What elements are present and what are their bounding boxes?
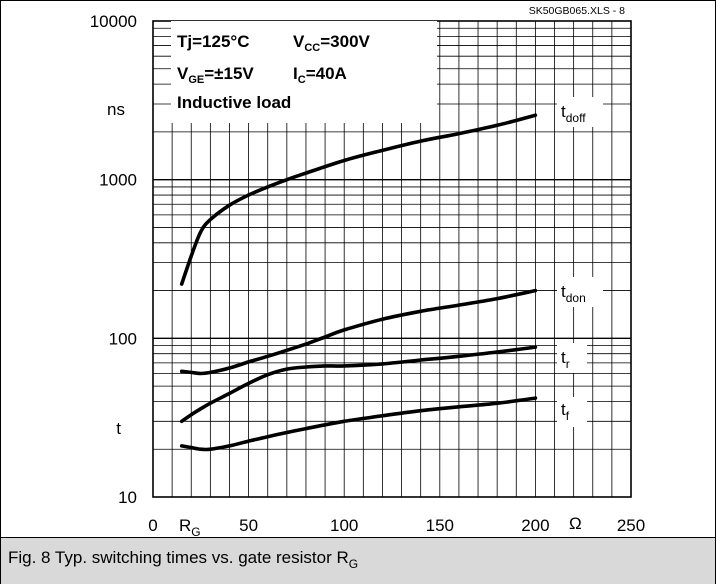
- condition-vcc: VCC=300V: [293, 32, 371, 54]
- series-line-f: [179, 396, 538, 452]
- series-line-doff: [179, 113, 538, 286]
- x-tick-label: 50: [239, 516, 258, 535]
- label-doff-bg: [557, 97, 603, 127]
- y-axis-symbol: t: [116, 419, 121, 438]
- series-line-r: [179, 345, 538, 424]
- label-don: tdon: [561, 282, 586, 305]
- x-tick-label: 200: [521, 516, 549, 535]
- condition-tj: Tj=125°C: [177, 32, 249, 51]
- label-doff: tdoff: [561, 102, 586, 125]
- file-label: SK50GB065.XLS - 8: [529, 5, 625, 17]
- label-f: tf: [561, 400, 570, 423]
- condition-ic: IC=40A: [293, 64, 347, 86]
- y-tick-label: 10: [118, 488, 137, 507]
- x-tick-label: 150: [426, 516, 454, 535]
- caption-text: Fig. 8 Typ. switching times vs. gate res…: [8, 548, 359, 571]
- figure-caption: Fig. 8 Typ. switching times vs. gate res…: [1, 537, 715, 584]
- condition-vge: VGE=±15V: [177, 64, 254, 86]
- x-axis-unit: Ω: [569, 514, 582, 533]
- y-tick-label: 10000: [90, 12, 137, 31]
- conditions-box: Tj=125°C VCC=300V VGE=±15V IC=40A Induct…: [171, 21, 437, 123]
- x-axis-symbol: RG: [179, 516, 201, 537]
- x-tick-label: 100: [330, 516, 358, 535]
- y-axis-unit: ns: [107, 100, 125, 119]
- series-layer: [179, 113, 538, 452]
- y-tick-label: 100: [109, 329, 137, 348]
- conditions-box-bg: [171, 21, 437, 123]
- label-r: tr: [561, 348, 570, 371]
- condition-load: Inductive load: [177, 93, 291, 112]
- x-tick-label: 0: [148, 516, 157, 535]
- label-f-bg: [557, 397, 587, 427]
- x-tick-label: 250: [617, 516, 645, 535]
- series-labels: tdoff tdon tr tf: [557, 97, 603, 427]
- axes: 0 50 100 150 200 250 10000 1000 100 10: [90, 12, 645, 535]
- label-don-bg: [557, 277, 603, 307]
- series-line-don: [179, 288, 538, 376]
- y-tick-label: 1000: [99, 171, 137, 190]
- chart-plot: 0 50 100 150 200 250 10000 1000 100 10 SK50GB065.…: [90, 5, 645, 537]
- label-r-bg: [557, 343, 587, 373]
